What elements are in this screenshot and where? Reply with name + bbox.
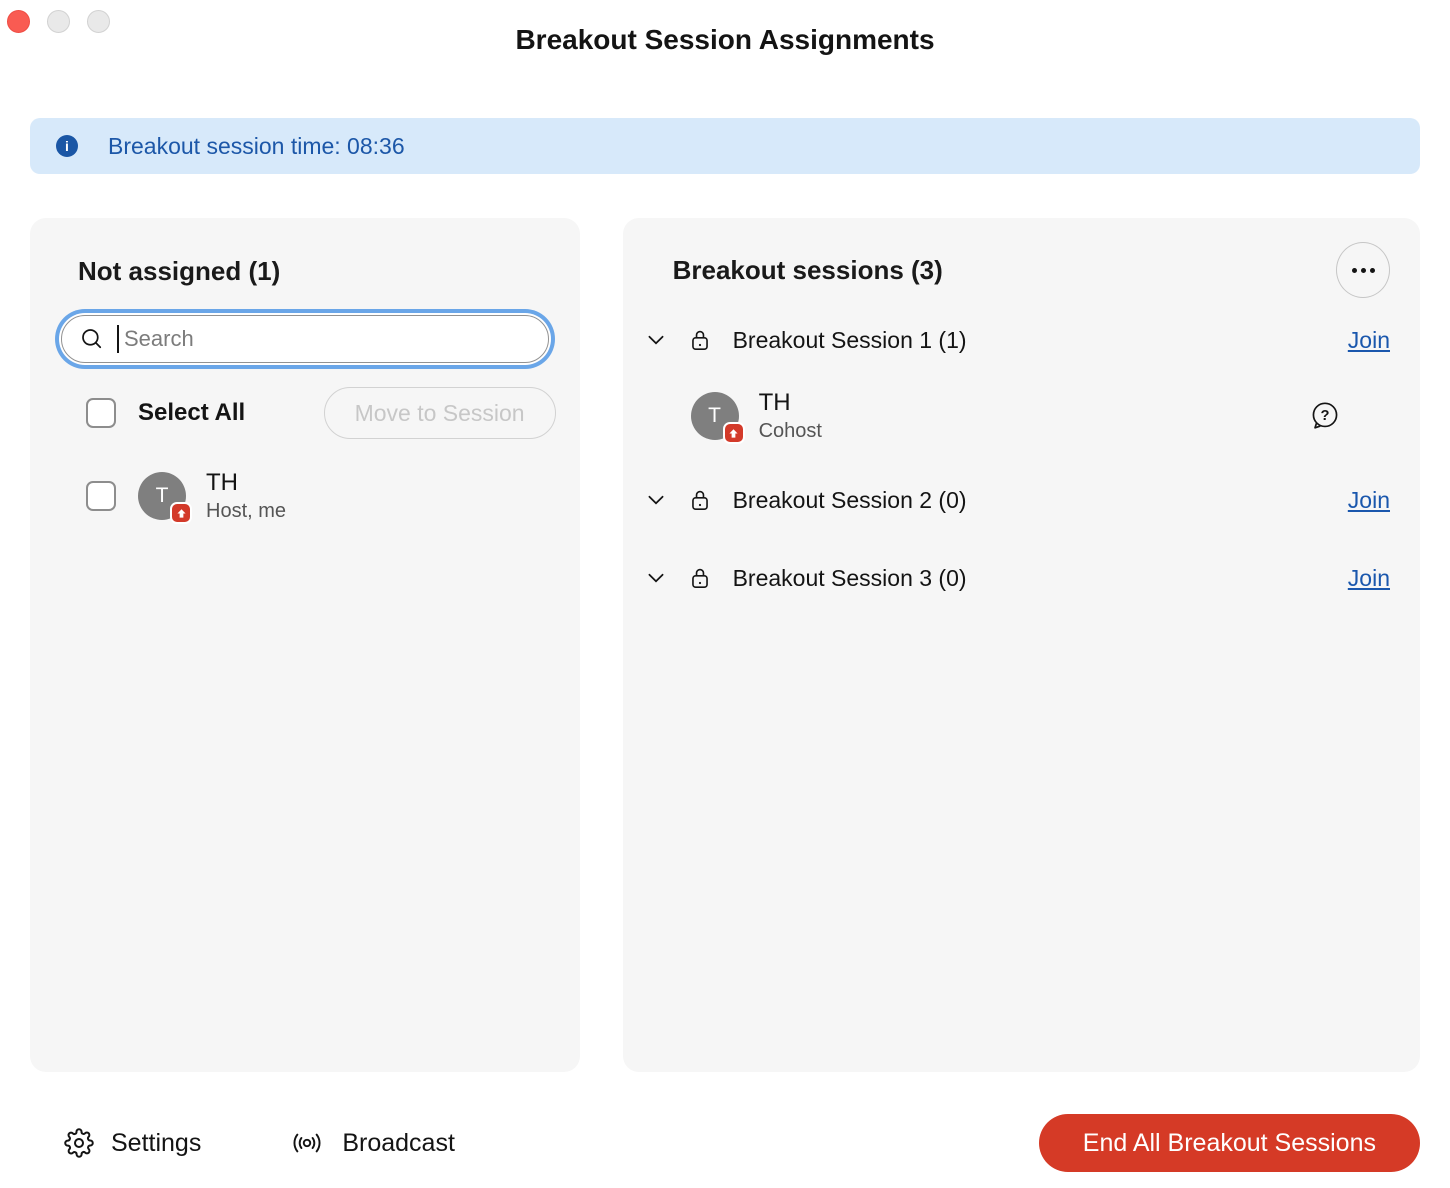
not-assigned-panel: Not assigned (1) Select All Move to Sess… [30, 218, 580, 1072]
chevron-down-icon[interactable] [645, 567, 667, 589]
svg-text:?: ? [1321, 408, 1330, 424]
session-row-2[interactable]: Breakout Session 2 (0) Join [643, 472, 1390, 528]
titlebar: Breakout Session Assignments [0, 0, 1450, 58]
broadcast-button[interactable]: Broadcast [289, 1128, 455, 1158]
chevron-down-icon[interactable] [645, 489, 667, 511]
participant-name: TH [206, 469, 238, 496]
broadcast-label: Broadcast [342, 1128, 455, 1157]
info-icon: i [56, 135, 78, 157]
participant-row[interactable]: T TH Host, me [86, 469, 556, 524]
participant-texts: TH Cohost [759, 389, 822, 443]
arrow-up-icon [722, 422, 745, 444]
settings-button[interactable]: Settings [64, 1128, 201, 1158]
help-bubble-icon[interactable]: ? [1308, 399, 1342, 433]
window-title: Breakout Session Assignments [515, 24, 935, 55]
join-link-1[interactable]: Join [1347, 326, 1390, 353]
session-name: Breakout Session 3 (0) [732, 564, 967, 591]
search-row [61, 315, 549, 363]
move-to-session-button[interactable]: Move to Session [323, 387, 556, 439]
not-assigned-title: Not assigned (1) [78, 256, 281, 286]
session-row-1[interactable]: Breakout Session 1 (1) Join [643, 312, 1390, 368]
main-content: Not assigned (1) Select All Move to Sess… [30, 218, 1420, 1072]
lock-icon [691, 568, 708, 589]
sessions-title: Breakout sessions (3) [672, 254, 943, 285]
chevron-down-icon[interactable] [645, 329, 667, 351]
settings-label: Settings [111, 1128, 202, 1157]
search-icon [82, 329, 102, 349]
end-all-breakout-sessions-button[interactable]: End All Breakout Sessions [1038, 1114, 1420, 1172]
footer: Settings Broadcast End All Breakout Sess… [30, 1114, 1420, 1172]
participant-name: TH [758, 389, 791, 416]
breakout-sessions-panel: Breakout sessions (3) Breakout Session 1… [622, 218, 1420, 1072]
join-link-3[interactable]: Join [1347, 564, 1390, 591]
participant-texts: TH Host, me [206, 469, 286, 523]
select-all-label: Select All [138, 399, 246, 426]
session-participant-row[interactable]: T TH Cohost ? [690, 374, 1390, 458]
session-time-banner: i Breakout session time: 08:36 [30, 118, 1420, 174]
arrow-up-icon [170, 502, 192, 524]
avatar: T [690, 392, 745, 444]
session-name: Breakout Session 2 (0) [732, 486, 967, 513]
search-input[interactable] [61, 315, 549, 363]
more-options-icon[interactable] [1336, 242, 1390, 298]
join-link-2[interactable]: Join [1347, 486, 1390, 513]
participant-role: Cohost [758, 420, 822, 442]
broadcast-icon [293, 1133, 321, 1153]
lock-icon [691, 330, 708, 351]
lock-icon [691, 490, 708, 511]
gear-icon [64, 1128, 94, 1158]
traffic-lights [7, 10, 110, 33]
select-all-row: Select All Move to Session [86, 387, 556, 439]
participant-role: Host, me [206, 500, 287, 522]
avatar: T [138, 472, 192, 524]
select-all-checkbox[interactable] [86, 398, 116, 428]
session-row-3[interactable]: Breakout Session 3 (0) Join [643, 550, 1390, 606]
text-caret [117, 325, 119, 353]
sessions-header: Breakout sessions (3) [643, 242, 1390, 298]
minimize-icon[interactable] [47, 10, 70, 33]
session-name: Breakout Session 1 (1) [732, 326, 967, 353]
close-icon[interactable] [7, 10, 30, 33]
session-time-text: Breakout session time: 08:36 [108, 132, 405, 159]
zoom-icon[interactable] [87, 10, 110, 33]
participant-checkbox[interactable] [86, 481, 116, 511]
